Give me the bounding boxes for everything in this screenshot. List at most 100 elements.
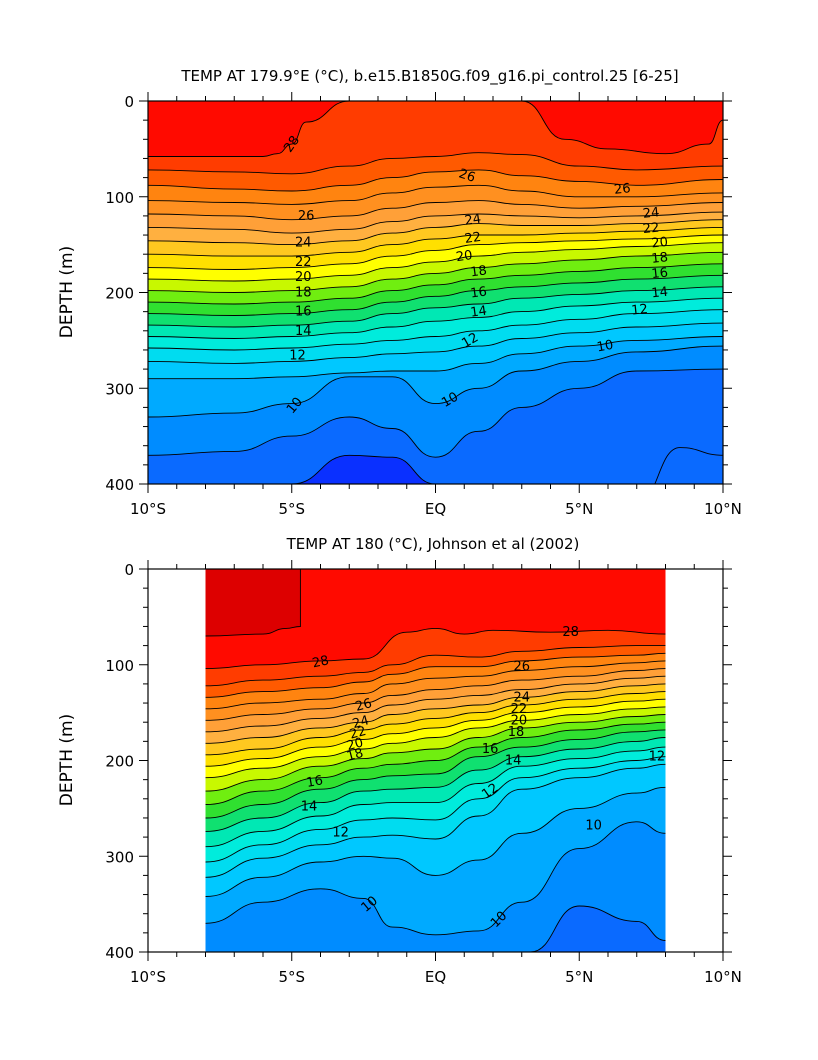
- x-tick-label: 5°S: [278, 968, 305, 986]
- y-tick-label: 200: [105, 285, 134, 303]
- isotherm-line: [205, 821, 666, 936]
- contour-label: 20: [455, 248, 473, 265]
- isotherm-line: [205, 691, 666, 756]
- contour-label: 26: [457, 166, 477, 185]
- isotherm-line: [205, 729, 666, 819]
- contour-label: 26: [613, 181, 631, 198]
- y-tick-label: 100: [105, 657, 134, 675]
- isotherm-line: [148, 226, 723, 257]
- contour-label: 12: [631, 302, 649, 319]
- isotherm-line: [148, 297, 723, 339]
- isotherm-lines: [148, 101, 723, 484]
- contour-label: 28: [562, 625, 579, 640]
- isotherm-line: [148, 263, 723, 305]
- x-tick-label: 5°S: [278, 500, 305, 518]
- chart-title: TEMP AT 180 (°C), Johnson et al (2002): [286, 535, 580, 553]
- contour-label: 16: [651, 266, 669, 283]
- isotherm-line: [148, 345, 723, 418]
- isotherm-line: [288, 454, 440, 484]
- contour-label: 26: [513, 660, 530, 675]
- contour-label: 16: [295, 305, 312, 320]
- isotherm-line: [148, 336, 723, 380]
- contour-label: 12: [332, 825, 349, 840]
- contour-label: 18: [651, 250, 669, 267]
- y-axis-label: DEPTH (m): [57, 246, 77, 338]
- contour-label: 22: [464, 230, 482, 247]
- no-data-area: [665, 569, 723, 952]
- x-tick-label: 5°N: [565, 968, 593, 986]
- contour-label: 24: [295, 236, 312, 251]
- contour-label: 22: [642, 221, 660, 238]
- contour-label: 14: [469, 304, 487, 321]
- isotherm-line: [148, 184, 723, 205]
- isotherm-line: [205, 569, 666, 637]
- contour-label: 16: [305, 773, 324, 791]
- contour-label: 16: [469, 284, 487, 301]
- contour-fill-area: [148, 101, 723, 484]
- y-tick-label: 100: [105, 189, 134, 207]
- isotherm-line: [205, 714, 666, 792]
- axis-ticks: 10°S 5°S EQ 5°N 10°N 0 100 200 300 400: [105, 92, 742, 518]
- isotherm-line: [148, 322, 723, 364]
- isotherm-line: [205, 706, 666, 779]
- contour-label: 10: [596, 338, 615, 356]
- y-tick-label: 300: [105, 848, 134, 866]
- y-tick-label: 400: [105, 476, 134, 494]
- contour-band: [205, 569, 666, 636]
- contour-label: 14: [301, 799, 318, 814]
- contour-label: 24: [513, 690, 530, 705]
- x-tick-label: EQ: [425, 500, 446, 518]
- y-tick-label: 0: [124, 561, 134, 579]
- isotherm-line: [205, 786, 666, 897]
- isotherm-line: [148, 309, 723, 351]
- contour-label: 18: [508, 725, 525, 740]
- contour-label: 20: [295, 270, 312, 285]
- contour-label: 12: [289, 349, 306, 364]
- isotherm-line: [529, 905, 666, 952]
- chart-title: TEMP AT 179.9°E (°C), b.e15.B1850G.f09_g…: [180, 67, 678, 86]
- isotherm-line: [148, 169, 723, 192]
- contour-label: 12: [459, 330, 481, 351]
- isotherm-line: [148, 286, 723, 328]
- isotherm-line: [205, 698, 666, 767]
- chart-panel-observations: TEMP AT 180 (°C), Johnson et al (2002) D…: [57, 535, 742, 986]
- isotherm-line: [205, 652, 666, 698]
- contour-label: 16: [482, 742, 499, 757]
- isotherm-line: [205, 668, 666, 721]
- isotherm-line: [148, 251, 723, 293]
- isotherm-lines: [148, 569, 723, 952]
- y-tick-label: 0: [124, 93, 134, 111]
- y-tick-label: 200: [105, 753, 134, 771]
- contour-label: 12: [649, 750, 666, 765]
- isotherm-line: [205, 721, 666, 805]
- contour-label: 22: [511, 702, 528, 717]
- isotherm-line: [205, 763, 666, 878]
- isotherm-line: [148, 234, 723, 270]
- y-tick-label: 400: [105, 944, 134, 962]
- contour-label: 26: [354, 696, 374, 715]
- axis-ticks: 10°S 5°S EQ 5°N 10°N 0 100 200 300 400: [105, 560, 742, 986]
- chart-panel-model: TEMP AT 179.9°E (°C), b.e15.B1850G.f09_g…: [57, 67, 742, 518]
- contour-label: 24: [351, 713, 371, 732]
- isotherm-line: [148, 219, 723, 246]
- contour-label: 18: [295, 286, 312, 301]
- contour-band: [148, 101, 723, 157]
- contour-band: [205, 569, 666, 669]
- contour-label: 18: [345, 746, 365, 765]
- contour-label: 24: [464, 212, 482, 229]
- isotherm-line: [205, 675, 666, 733]
- isotherm-line: [205, 660, 666, 710]
- contour-label: 24: [642, 205, 660, 222]
- y-axis-label: DEPTH (m): [57, 714, 77, 806]
- x-tick-label: 10°S: [130, 968, 166, 986]
- x-tick-label: EQ: [425, 968, 446, 986]
- isotherm-line: [148, 101, 723, 157]
- contour-label: 18: [469, 263, 487, 280]
- x-tick-label: 10°N: [704, 500, 742, 518]
- isotherm-line: [205, 683, 666, 744]
- contour-label: 22: [348, 724, 368, 743]
